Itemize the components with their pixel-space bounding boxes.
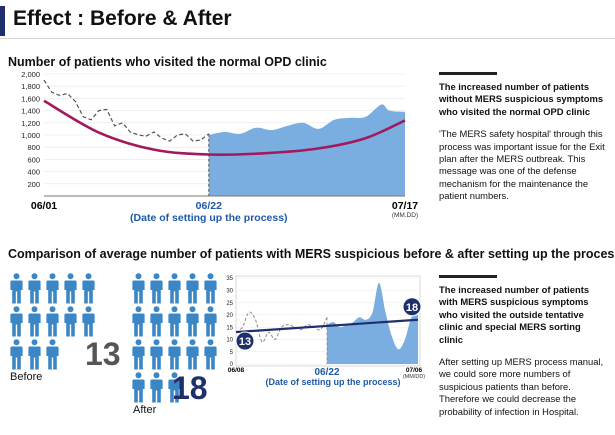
x-tick-start: 06/01	[31, 200, 57, 212]
section2-side-heading: The increased number of patients with ME…	[439, 284, 590, 345]
section1-side-heading: The increased number of patients without…	[439, 81, 604, 117]
start-value-badge	[235, 331, 255, 351]
page-title: Effect : Before & After	[13, 7, 232, 30]
trend-line	[235, 318, 419, 334]
person-icon	[204, 273, 217, 304]
x-tick-end: 07/17	[392, 200, 418, 212]
y-tick-label: 10	[226, 338, 233, 344]
person-icon	[150, 339, 163, 370]
person-icon	[64, 273, 77, 304]
before-count: 13	[85, 336, 121, 372]
title-divider	[0, 38, 615, 39]
person-icon	[132, 339, 145, 370]
y-tick-label: 5	[230, 350, 234, 356]
y-tick-label: 15	[226, 325, 233, 331]
y-tick-label: 1,000	[21, 131, 40, 140]
after-pictogram	[132, 273, 217, 403]
section2-side-text: After setting up MERS process manual, we…	[439, 356, 604, 417]
before-dashed-series	[235, 311, 328, 343]
section2-sidebar: The increased number of patients with ME…	[439, 275, 607, 418]
title-bar: Effect : Before & After	[0, 0, 615, 42]
end-value-badge	[402, 297, 422, 317]
person-icon	[168, 372, 181, 403]
y-tick-label: 25	[226, 301, 233, 307]
person-icon	[28, 273, 41, 304]
x-unit-label: (MM.DD)	[392, 212, 418, 219]
person-icon	[28, 306, 41, 337]
person-icon	[132, 273, 145, 304]
y-tick-labels: 35 30 25 20 15 10 5 0	[226, 276, 233, 368]
x-tick-mid: 06/22	[196, 200, 222, 212]
before-dashed-series	[43, 79, 210, 142]
person-icon	[168, 339, 181, 370]
person-icon	[28, 339, 41, 370]
person-icon	[82, 273, 95, 304]
person-icon	[168, 273, 181, 304]
person-icon	[10, 339, 23, 370]
x-tick-mid: 06/22	[314, 367, 339, 378]
start-value-label: 13	[239, 336, 251, 348]
y-tick-labels: 2,000 1,800 1,600 1,400 1,200 1,000 800 600 400 2…	[21, 70, 40, 189]
y-tick-label: 200	[27, 180, 40, 189]
person-icon	[132, 372, 145, 403]
x-unit-label: (MM/DD)	[403, 374, 425, 380]
y-tick-label: 1,800	[21, 82, 40, 91]
y-tick-label: 1,400	[21, 107, 40, 116]
trend-curve	[43, 99, 406, 157]
title-accent	[0, 6, 5, 36]
y-tick-label: 30	[226, 288, 233, 294]
end-value-label: 18	[406, 302, 418, 314]
y-tick-label: 0	[230, 362, 234, 368]
y-tick-label: 1,600	[21, 94, 40, 103]
sidebar-accent	[439, 72, 497, 75]
process-date-annotation: (Date of setting up the process)	[265, 377, 400, 387]
person-icon	[204, 306, 217, 337]
y-tick-label: 2,000	[21, 70, 40, 79]
section1-side-text: 'The MERS safety hospital' through this …	[439, 128, 605, 202]
person-icon	[150, 306, 163, 337]
chart-frame	[235, 275, 421, 367]
person-icon	[168, 306, 181, 337]
x-tick-end: 07/06	[406, 367, 423, 374]
sidebar-accent	[439, 275, 497, 278]
person-icon	[186, 273, 199, 304]
section1-heading: Number of patients who visited the norma…	[8, 55, 327, 69]
x-tick-start: 06/08	[228, 367, 245, 374]
person-icon	[186, 306, 199, 337]
person-icon	[10, 306, 23, 337]
y-tick-label: 400	[27, 168, 40, 177]
y-tick-label: 1,200	[21, 119, 40, 128]
person-icon	[132, 306, 145, 337]
person-icon	[204, 339, 217, 370]
person-icon	[46, 339, 59, 370]
person-icon	[10, 273, 23, 304]
person-icon	[46, 273, 59, 304]
y-tick-label: 800	[27, 143, 40, 152]
after-count: 18	[172, 370, 208, 406]
before-pictogram	[10, 273, 95, 370]
person-icon	[186, 339, 199, 370]
person-icon	[150, 372, 163, 403]
person-icon	[150, 273, 163, 304]
section1-sidebar: The increased number of patients without…	[439, 72, 607, 203]
after-label: After	[133, 404, 157, 416]
y-tick-label: 20	[226, 313, 233, 319]
opd-visits-chart: 2,000 1,800 1,600 1,400 1,200 1,000 800 600 400 2…	[21, 70, 418, 224]
process-date-annotation: (Date of setting up the process)	[130, 212, 288, 224]
person-icon	[64, 306, 77, 337]
y-tick-label: 600	[27, 155, 40, 164]
y-tick-label: 35	[226, 276, 233, 282]
before-label: Before	[10, 371, 43, 383]
section2-heading: Comparison of average number of patients…	[8, 247, 615, 261]
mers-suspicious-chart: 35 30 25 20 15 10 5 0 13 18 06/08 06/22 07/06 (…	[226, 275, 425, 387]
person-icon	[82, 306, 95, 337]
person-icon	[46, 306, 59, 337]
